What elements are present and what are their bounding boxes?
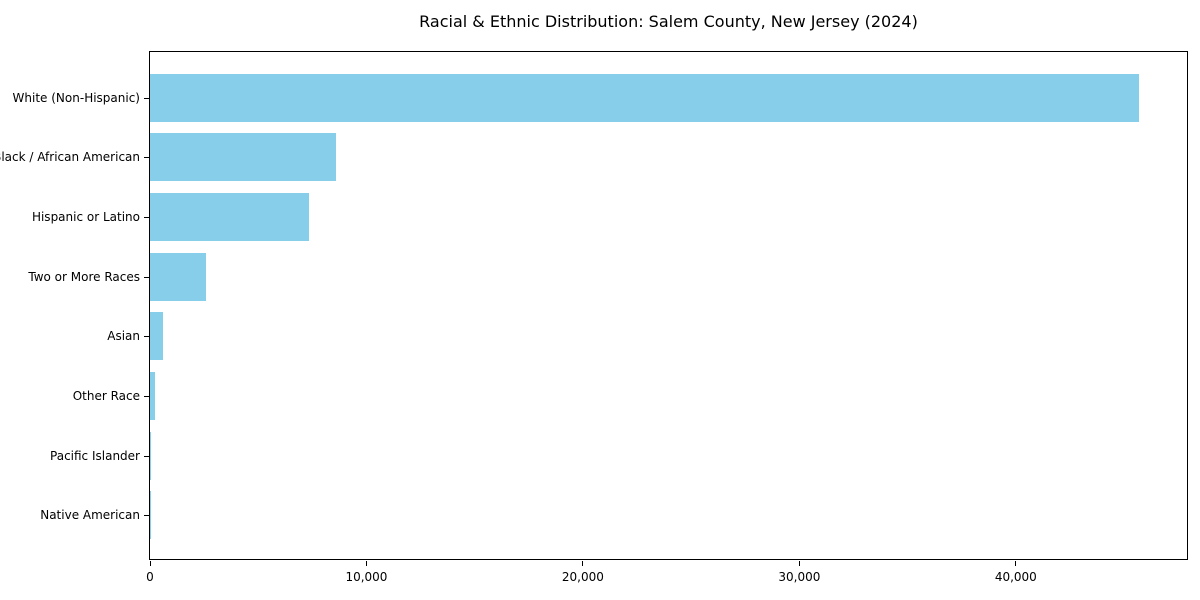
y-tick-label-asian: Asian	[107, 329, 140, 344]
bar-hispanic-or-latino	[150, 193, 310, 242]
x-tick-label-30000: 30,000	[778, 570, 821, 584]
y-tick-mark	[144, 455, 149, 457]
y-tick-label-native-american: Native American	[40, 508, 140, 523]
y-tick-mark	[144, 515, 149, 517]
x-tick-mark	[149, 561, 151, 566]
y-tick-mark	[144, 97, 149, 99]
x-tick-label-0: 0	[146, 570, 154, 584]
bar-other-race	[150, 371, 155, 420]
y-tick-mark	[144, 217, 149, 219]
y-tick-label-white-non-hispanic: White (Non-Hispanic)	[12, 90, 140, 105]
y-tick-label-other-race: Other Race	[72, 388, 140, 403]
bar-black-african-american	[150, 133, 337, 182]
bar-two-or-more-races	[150, 252, 207, 301]
x-tick-mark	[1015, 561, 1017, 566]
x-tick-mark	[365, 561, 367, 566]
x-tick-label-40000: 40,000	[994, 570, 1037, 584]
y-tick-label-black-african-american: Black / African American	[0, 150, 140, 165]
bar-white-non-hispanic	[150, 73, 1140, 122]
y-tick-mark	[144, 336, 149, 338]
y-tick-label-pacific-islander: Pacific Islander	[50, 448, 140, 463]
x-tick-label-20000: 20,000	[561, 570, 604, 584]
plot-area: White (Non-Hispanic) Black / African Amer…	[0, 51, 1188, 584]
y-tick-mark	[144, 157, 149, 159]
y-tick-mark	[144, 395, 149, 397]
x-tick-label-10000: 10,000	[345, 570, 388, 584]
x-tick-mark	[798, 561, 800, 566]
y-tick-mark	[144, 276, 149, 278]
bar-asian	[150, 312, 164, 361]
y-tick-label-hispanic-or-latino: Hispanic or Latino	[31, 210, 140, 225]
chart-title: Racial & Ethnic Distribution: Salem Coun…	[419, 12, 918, 31]
x-tick-mark	[582, 561, 584, 566]
bar-pacific-islander	[150, 431, 152, 480]
y-tick-label-two-or-more-races: Two or More Races	[28, 269, 140, 284]
